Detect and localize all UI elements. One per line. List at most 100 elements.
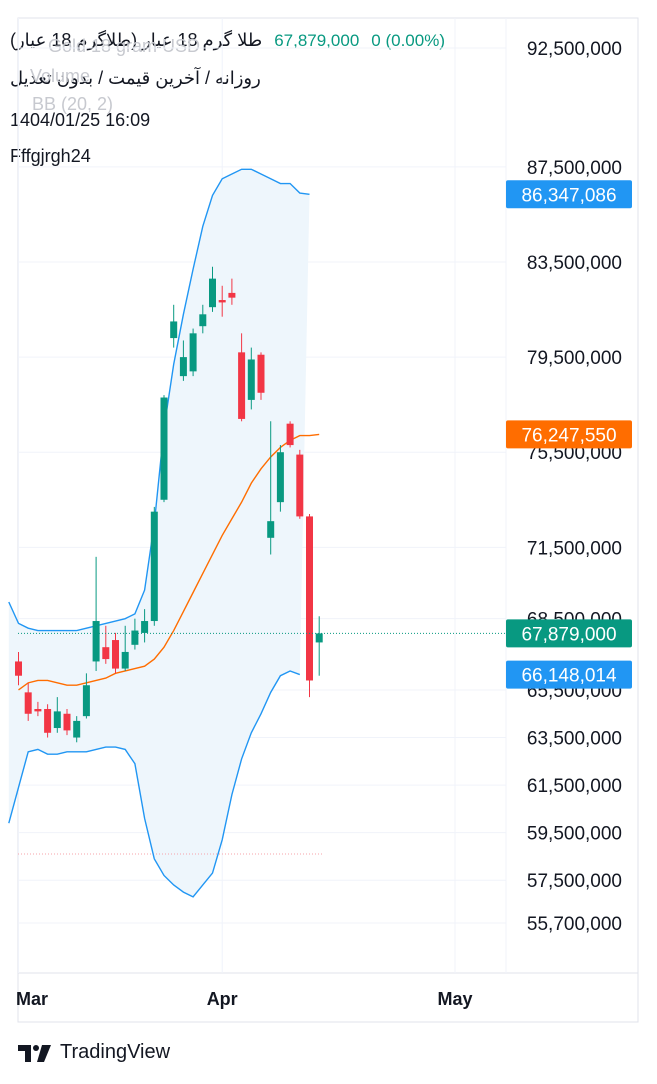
ghost-symbol-text: Gold 18 gram USD	[48, 36, 201, 56]
candle-body	[15, 661, 22, 676]
bb-lower-line	[8, 670, 301, 898]
candle	[160, 395, 168, 503]
price-change-text: 0 (0.00%)	[371, 31, 445, 50]
badge-text: 76,247,550	[521, 425, 616, 446]
candle	[218, 285, 226, 317]
candle-body	[92, 621, 100, 662]
last-price-badge: 67,879,000	[506, 619, 632, 648]
candle-body	[102, 647, 110, 660]
chart-settings-text: روزانه / آخرین قیمت / بدون تعدیل	[10, 68, 261, 88]
candle	[92, 556, 100, 671]
candle-body	[112, 640, 119, 669]
symbol-title: طلا گرم 18 عیار (طلاگرم 18 عیار)	[10, 30, 263, 50]
candle	[63, 709, 71, 736]
candle	[73, 716, 81, 743]
candle-body	[63, 713, 71, 731]
candle-body	[44, 709, 52, 733]
candle-body	[189, 333, 197, 372]
timestamp: 1404/01/25 16:09	[10, 110, 151, 130]
y-tick-label: 71,500,000	[527, 538, 622, 559]
candle	[24, 682, 32, 721]
candle	[121, 625, 129, 671]
x-tick-label: May	[437, 989, 472, 1009]
candle	[34, 701, 42, 717]
candle	[296, 449, 304, 519]
chart-legend-title: طلا گرم 18 عیار (طلاگرم 18 عیار) 67,879,…	[10, 30, 445, 51]
candle-body	[257, 354, 265, 393]
candle-body	[73, 720, 81, 738]
badge-bg	[506, 180, 632, 209]
candle	[189, 328, 197, 377]
username: Fffgjrgh24	[10, 146, 91, 166]
badge-bg	[506, 660, 632, 689]
candle-body	[267, 521, 275, 538]
candle-body	[228, 292, 236, 298]
ghost-bb-text: BB (20, 2)	[32, 94, 114, 114]
candle-body	[53, 711, 61, 729]
candle-body	[160, 397, 168, 500]
price-chart[interactable]: 92,500,000 87,500,000 83,500,000 79,500,000…	[0, 0, 657, 1030]
candle	[44, 704, 52, 738]
candle	[82, 673, 90, 719]
y-tick-label: 75,500,000	[527, 443, 622, 464]
candle-body	[286, 423, 294, 446]
tradingview-logo-icon	[18, 1044, 51, 1062]
x-tick-label: Mar	[16, 989, 48, 1009]
bb-lower-badge: 66,148,014	[506, 660, 632, 689]
candle-body	[209, 278, 216, 308]
candle-body	[296, 454, 304, 517]
bb-fill	[8, 169, 310, 897]
candle	[170, 304, 178, 348]
candle-body	[238, 352, 246, 419]
candle-body	[170, 321, 178, 339]
candle	[150, 506, 158, 626]
candle	[238, 333, 246, 422]
candle-body	[179, 357, 187, 377]
candle-body	[247, 359, 255, 400]
tradingview-branding[interactable]: TradingView	[18, 1041, 170, 1064]
y-tick-label: 83,500,000	[527, 253, 622, 274]
last-price-text: 67,879,000	[274, 31, 360, 50]
candle-body	[306, 516, 313, 681]
y-tick-label: 61,500,000	[527, 776, 622, 797]
candle	[228, 278, 236, 305]
candle	[209, 266, 216, 312]
y-tick-label: 63,500,000	[527, 729, 622, 750]
bb-basis-line	[18, 433, 320, 691]
candle	[131, 618, 139, 650]
ghost-volume-text: Volume	[30, 66, 91, 86]
candle	[141, 609, 149, 643]
candle	[15, 651, 22, 686]
candle	[257, 352, 265, 400]
candle-body	[121, 651, 129, 669]
candle-body	[82, 685, 90, 717]
candle	[315, 616, 323, 676]
candle	[306, 514, 313, 698]
y-tick-label: 55,700,000	[527, 914, 622, 935]
candle-body	[131, 630, 139, 645]
candle-body	[141, 621, 149, 633]
badge-bg	[506, 619, 632, 648]
badge-text: 67,879,000	[521, 624, 616, 645]
candle-body	[276, 452, 284, 503]
candle-body	[24, 692, 32, 714]
y-tick-label: 57,500,000	[527, 871, 622, 892]
candle	[267, 421, 275, 555]
tradingview-label: TradingView	[60, 1041, 171, 1063]
candle	[112, 632, 119, 674]
badge-bg	[506, 420, 632, 449]
bb-basis-badge: 76,247,550	[506, 420, 632, 449]
candle	[247, 347, 255, 410]
y-tick-label: 87,500,000	[527, 158, 622, 179]
candle	[276, 445, 284, 512]
candle	[199, 304, 207, 334]
candle	[102, 625, 110, 664]
y-tick-label: 79,500,000	[527, 348, 622, 369]
candle-body	[218, 300, 226, 303]
y-tick-label: 92,500,000	[527, 39, 622, 60]
y-tick-label: 59,500,000	[527, 824, 622, 845]
candle	[179, 340, 187, 381]
candle-body	[34, 709, 42, 712]
candle	[286, 421, 294, 448]
candle-body	[315, 633, 323, 643]
